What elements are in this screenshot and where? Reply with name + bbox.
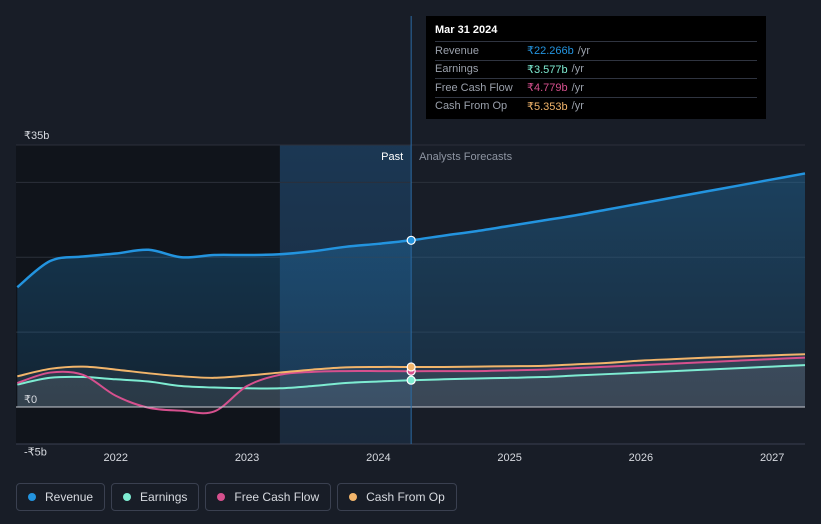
- legend-dot-icon: [217, 493, 226, 501]
- marker-cash-from-op: [406, 362, 416, 372]
- x-tick-label: 2026: [629, 452, 653, 464]
- tooltip-label: Earnings: [435, 63, 479, 76]
- legend-dot-icon: [123, 493, 132, 501]
- y-tick-label: ₹0: [24, 394, 37, 406]
- legend-label: Cash From Op: [366, 490, 445, 504]
- tooltip: Mar 31 2024 Revenue ₹22.266b /yr Earning…: [426, 16, 766, 119]
- tooltip-row-revenue: Revenue ₹22.266b /yr: [435, 41, 757, 60]
- x-axis-labels: 2022 2023 2024 2025 2026 2027: [104, 452, 785, 464]
- x-tick-label: 2027: [760, 452, 784, 464]
- y-axis-labels: ₹35b ₹0 -₹5b: [24, 130, 49, 458]
- y-tick-label: -₹5b: [24, 446, 47, 458]
- legend-dot-icon: [349, 493, 358, 501]
- x-tick-label: 2022: [104, 452, 128, 464]
- x-tick-label: 2025: [497, 452, 521, 464]
- legend-dot-icon: [28, 493, 36, 501]
- legend-label: Earnings: [140, 490, 188, 504]
- x-tick-label: 2023: [235, 452, 259, 464]
- tooltip-date: Mar 31 2024: [435, 24, 498, 36]
- legend-item-earnings[interactable]: Earnings: [111, 483, 200, 511]
- tooltip-value: ₹3.577b: [527, 63, 568, 76]
- tooltip-unit: /yr: [571, 81, 584, 94]
- current-markers: [406, 235, 416, 385]
- y-tick-label: ₹35b: [24, 130, 49, 142]
- marker-revenue: [406, 235, 416, 245]
- tooltip-unit: /yr: [571, 100, 584, 113]
- legend-item-free-cash-flow[interactable]: Free Cash Flow: [205, 483, 332, 511]
- legend: Revenue Earnings Free Cash Flow Cash Fro…: [16, 483, 457, 511]
- tooltip-row-cash-from-op: Cash From Op ₹5.353b /yr: [435, 96, 757, 116]
- legend-item-revenue[interactable]: Revenue: [16, 483, 106, 511]
- tooltip-label: Cash From Op: [435, 100, 508, 113]
- tooltip-row-earnings: Earnings ₹3.577b /yr: [435, 59, 757, 79]
- tooltip-unit: /yr: [571, 63, 584, 76]
- legend-label: Free Cash Flow: [234, 490, 320, 504]
- tooltip-value: ₹4.779b: [527, 82, 568, 95]
- legend-item-cash-from-op[interactable]: Cash From Op: [337, 483, 457, 511]
- marker-earnings: [406, 375, 416, 385]
- tooltip-value: ₹5.353b: [527, 100, 568, 113]
- tooltip-row-free-cash-flow: Free Cash Flow ₹4.779b /yr: [435, 78, 757, 97]
- x-tick-label: 2024: [366, 452, 390, 464]
- tooltip-label: Free Cash Flow: [435, 81, 513, 94]
- tooltip-unit: /yr: [577, 44, 590, 57]
- forecast-label: Analysts Forecasts: [419, 151, 512, 163]
- past-label: Past: [381, 151, 403, 163]
- tooltip-label: Revenue: [435, 44, 480, 57]
- tooltip-value: ₹22.266b: [527, 45, 574, 58]
- legend-label: Revenue: [45, 490, 94, 504]
